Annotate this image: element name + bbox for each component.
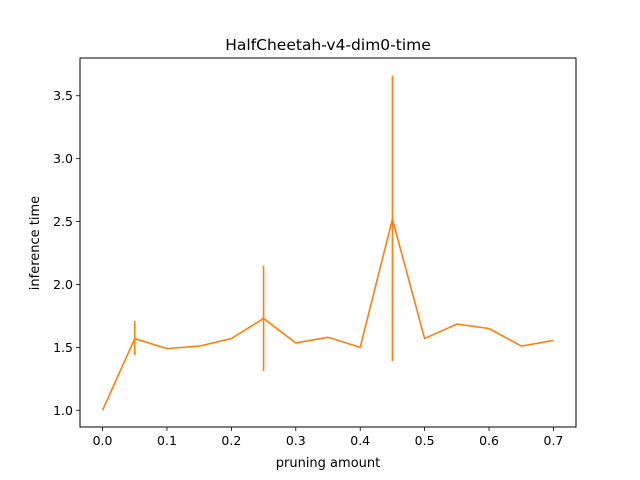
x-axis-ticks: 0.0 0.1 0.2 0.3 0.4 0.5 0.6 0.7 (93, 427, 564, 448)
series-line (101, 218, 554, 411)
y-tick-label: 2.0 (53, 277, 73, 292)
y-tick-label: 1.0 (53, 403, 73, 418)
y-tick-label: 1.5 (53, 340, 73, 355)
x-tick-label: 0.5 (415, 433, 435, 448)
x-tick-label: 0.4 (350, 433, 370, 448)
chart-title: HalfCheetah-v4-dim0-time (225, 36, 431, 54)
x-tick-label: 0.7 (544, 433, 564, 448)
x-tick-label: 0.0 (93, 433, 113, 448)
y-axis-ticks: 1.0 1.5 2.0 2.5 3.0 3.5 (53, 88, 80, 418)
x-axis-label: pruning amount (276, 456, 380, 471)
y-axis-label: inference time (28, 196, 43, 290)
y-tick-label: 3.5 (53, 88, 73, 103)
x-tick-label: 0.1 (157, 433, 177, 448)
y-tick-label: 3.0 (53, 151, 73, 166)
plot-area (79, 57, 577, 428)
axes-frame (79, 57, 577, 428)
x-tick-label: 0.3 (286, 433, 306, 448)
x-tick-label: 0.6 (479, 433, 499, 448)
x-tick-label: 0.2 (221, 433, 241, 448)
y-tick-label: 2.5 (53, 214, 73, 229)
